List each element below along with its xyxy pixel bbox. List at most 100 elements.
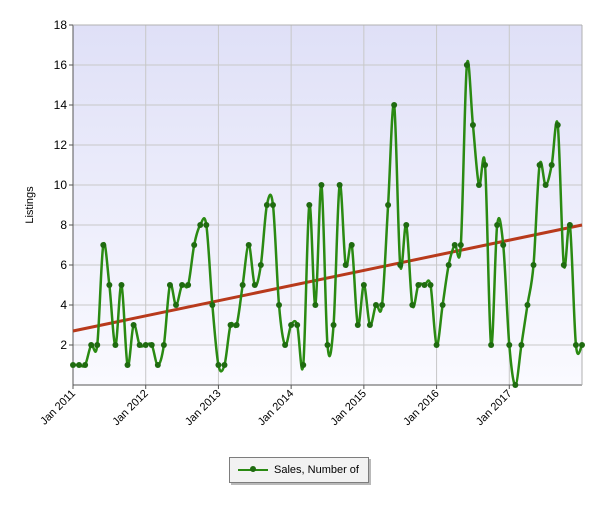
data-point: [554, 122, 561, 128]
data-point: [221, 362, 228, 368]
y-tick-label: 6: [60, 258, 67, 272]
data-point: [191, 242, 198, 248]
data-point: [112, 342, 119, 348]
data-point: [227, 322, 234, 328]
data-point: [318, 182, 325, 188]
data-point: [282, 342, 289, 348]
data-point: [475, 182, 482, 188]
data-point: [385, 202, 392, 208]
data-point: [469, 122, 476, 128]
data-point: [154, 362, 161, 368]
data-point: [409, 302, 416, 308]
data-point: [148, 342, 155, 348]
data-point: [500, 242, 507, 248]
data-point: [209, 302, 216, 308]
y-tick-label: 10: [54, 178, 68, 192]
data-point: [427, 282, 434, 288]
data-point: [82, 362, 89, 368]
data-point: [276, 302, 283, 308]
x-tick-label: Jan 2016: [401, 388, 441, 428]
x-tick-label: Jan 2011: [38, 388, 78, 428]
data-point: [70, 362, 76, 368]
y-tick-label: 2: [60, 338, 67, 352]
data-point: [269, 202, 276, 208]
data-point: [263, 202, 270, 208]
data-point: [173, 302, 180, 308]
data-point: [100, 242, 107, 248]
data-point: [566, 222, 573, 228]
data-point: [215, 362, 222, 368]
data-point: [488, 342, 495, 348]
data-point: [130, 322, 137, 328]
data-point: [457, 242, 464, 248]
data-point: [354, 322, 361, 328]
data-point: [312, 302, 319, 308]
data-point: [245, 242, 252, 248]
y-axis-label: Listings: [24, 186, 36, 224]
data-point: [306, 202, 313, 208]
y-tick-label: 14: [54, 98, 68, 112]
y-tick-label: 16: [54, 58, 68, 72]
data-point: [415, 282, 422, 288]
data-point: [372, 302, 379, 308]
data-point: [294, 322, 301, 328]
data-point: [560, 262, 567, 268]
data-point: [336, 182, 343, 188]
data-point: [179, 282, 186, 288]
x-tick-label: Jan 2012: [110, 388, 150, 428]
data-point: [118, 282, 125, 288]
x-tick-label: Jan 2013: [183, 388, 223, 428]
data-point: [530, 262, 537, 268]
data-point: [142, 342, 149, 348]
data-point: [536, 162, 543, 168]
data-point: [397, 262, 404, 268]
data-point: [288, 322, 295, 328]
data-point: [512, 382, 519, 388]
data-point: [251, 282, 258, 288]
data-point: [542, 182, 549, 188]
data-point: [439, 302, 446, 308]
data-point: [197, 222, 204, 228]
data-point: [330, 322, 337, 328]
data-point: [518, 342, 525, 348]
data-point: [124, 362, 131, 368]
data-point: [76, 362, 83, 368]
data-point: [524, 302, 531, 308]
y-tick-label: 4: [60, 298, 67, 312]
data-point: [463, 62, 470, 68]
data-point: [239, 282, 246, 288]
data-point: [160, 342, 167, 348]
y-tick-label: 18: [54, 18, 68, 32]
data-point: [203, 222, 210, 228]
x-tick-label: Jan 2014: [256, 388, 296, 428]
data-point: [106, 282, 113, 288]
legend-label: Sales, Number of: [274, 464, 359, 476]
data-point: [324, 342, 331, 348]
legend: Sales, Number of: [229, 457, 369, 483]
data-point: [88, 342, 95, 348]
y-tick-label: 12: [54, 138, 68, 152]
data-point: [185, 282, 192, 288]
data-point: [233, 322, 240, 328]
x-tick-label: Jan 2017: [474, 388, 514, 428]
data-point: [433, 342, 440, 348]
data-point: [136, 342, 143, 348]
data-point: [379, 302, 386, 308]
data-point: [257, 262, 264, 268]
data-point: [348, 242, 355, 248]
data-point: [579, 342, 585, 348]
data-point: [391, 102, 398, 108]
data-point: [572, 342, 579, 348]
data-point: [421, 282, 428, 288]
data-point: [494, 222, 501, 228]
x-tick-label: Jan 2015: [328, 388, 368, 428]
data-point: [403, 222, 410, 228]
data-point: [366, 322, 373, 328]
legend-swatch-icon: [238, 465, 268, 475]
data-point: [548, 162, 555, 168]
data-point: [445, 262, 452, 268]
data-point: [506, 342, 513, 348]
data-point: [342, 262, 349, 268]
